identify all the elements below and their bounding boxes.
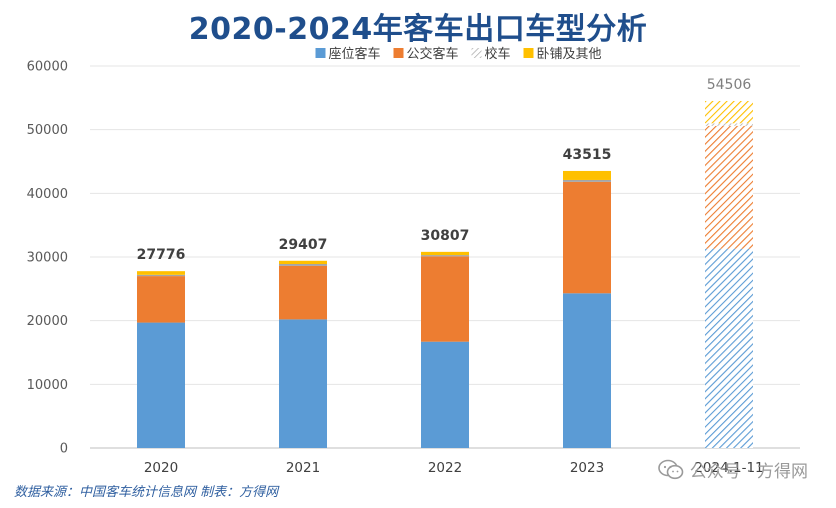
legend-label: 公交客车 — [407, 46, 459, 62]
y-axis-ticks: 0 10000 20000 30000 40000 50000 60000 — [27, 60, 68, 457]
bar-segment — [563, 181, 611, 294]
bar-segment — [421, 341, 469, 448]
total-label: 29407 — [279, 237, 328, 253]
total-label: 30807 — [421, 228, 470, 244]
y-tick-label: 10000 — [27, 378, 68, 393]
bar-segment — [705, 100, 753, 124]
bar-segment — [705, 248, 753, 448]
bar-segment — [563, 170, 611, 180]
bar-segment — [705, 125, 753, 249]
wechat-icon — [657, 459, 684, 481]
total-label: 27776 — [137, 247, 186, 263]
y-tick-label: 40000 — [27, 187, 68, 202]
y-tick-label: 0 — [60, 442, 68, 457]
y-tick-label: 60000 — [27, 60, 68, 75]
bar-segment — [279, 260, 327, 265]
total-label: 43515 — [563, 147, 612, 163]
bar-segment — [137, 271, 185, 275]
bar-segment — [137, 274, 185, 277]
total-label: 54506 — [707, 77, 752, 93]
source-note: 数据来源：中国客车统计信息网 制表：方得网 — [14, 485, 279, 500]
legend-swatch — [523, 48, 534, 58]
bar-segment — [279, 319, 327, 448]
legend-swatch — [393, 48, 404, 58]
watermark: 公众号 · 方得网 — [657, 457, 808, 482]
legend-swatch — [471, 48, 482, 58]
x-axis-ticks: 2020 2021 2022 2023 2024.1-11 — [144, 460, 764, 476]
y-tick-label: 20000 — [27, 314, 68, 329]
bar-segment — [279, 264, 327, 266]
bar-segment — [705, 123, 753, 126]
legend-label: 卧铺及其他 — [537, 47, 602, 62]
bar-segment — [279, 265, 327, 320]
bar-segment — [421, 251, 469, 256]
bar-segment — [137, 276, 185, 323]
legend: 座位客车 公交客车 校车 卧铺及其他 — [315, 46, 602, 62]
bar-segment — [563, 179, 611, 182]
x-tick-label: 2024.1-11 — [694, 460, 763, 476]
x-tick-label: 2022 — [428, 460, 462, 476]
watermark-text: 公众号 · 方得网 — [689, 462, 808, 482]
x-tick-label: 2020 — [144, 460, 178, 476]
bar-segment — [421, 255, 469, 257]
y-tick-label: 50000 — [27, 123, 68, 138]
total-labels: 27776 29407 30807 43515 54506 — [137, 77, 752, 263]
bar-segment — [421, 256, 469, 342]
bars — [137, 100, 753, 448]
legend-label: 校车 — [485, 46, 511, 62]
legend-label: 座位客车 — [329, 46, 381, 62]
bar-segment — [137, 322, 185, 448]
bar-segment — [563, 293, 611, 448]
legend-swatch — [315, 48, 326, 58]
x-tick-label: 2021 — [286, 460, 320, 476]
x-tick-label: 2023 — [570, 460, 604, 476]
chart-title: 2020-2024年客车出口车型分析 — [188, 12, 648, 47]
y-tick-label: 30000 — [27, 251, 68, 266]
